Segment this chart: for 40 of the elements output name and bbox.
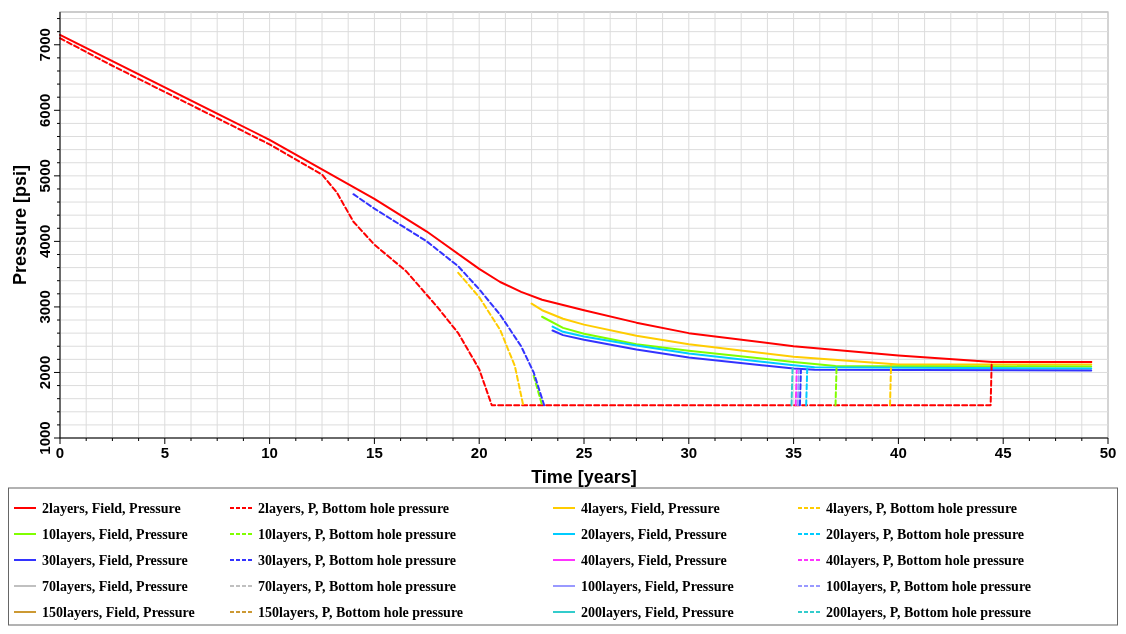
x-axis-title: Time [years] — [531, 467, 637, 487]
legend-label: 2layers, P, Bottom hole pressure — [258, 501, 450, 516]
legend-label: 100layers, Field, Pressure — [581, 579, 734, 594]
legend-label: 150layers, Field, Pressure — [42, 605, 195, 620]
legend-label: 10layers, Field, Pressure — [42, 527, 188, 542]
x-tick-label: 40 — [890, 444, 907, 461]
legend-label: 30layers, Field, Pressure — [42, 553, 188, 568]
x-tick-label: 25 — [575, 444, 593, 461]
x-tick-label: 10 — [261, 444, 278, 461]
y-tick-label: 3000 — [36, 290, 53, 324]
legend-label: 4layers, Field, Pressure — [581, 501, 720, 516]
legend-label: 20layers, P, Bottom hole pressure — [826, 527, 1025, 542]
legend-label: 10layers, P, Bottom hole pressure — [258, 527, 457, 542]
legend-label: 40layers, Field, Pressure — [581, 553, 727, 568]
y-tick-label: 5000 — [36, 159, 53, 193]
legend-label: 40layers, P, Bottom hole pressure — [826, 553, 1025, 568]
x-tick-label: 20 — [470, 444, 488, 461]
legend-label: 100layers, P, Bottom hole pressure — [826, 579, 1032, 594]
x-tick-label: 15 — [366, 444, 383, 461]
y-tick-label: 1000 — [36, 421, 53, 455]
legend-label: 200layers, P, Bottom hole pressure — [826, 605, 1032, 620]
x-tick-label: 35 — [785, 444, 802, 461]
legend-label: 70layers, P, Bottom hole pressure — [258, 579, 457, 594]
y-tick-label: 6000 — [36, 93, 53, 127]
x-tick-label: 5 — [160, 444, 169, 461]
legend-label: 200layers, Field, Pressure — [581, 605, 734, 620]
y-tick-label: 4000 — [36, 224, 53, 259]
y-tick-label: 2000 — [36, 355, 53, 390]
y-axis-title: Pressure [psi] — [10, 164, 30, 286]
legend-label: 20layers, Field, Pressure — [581, 527, 727, 542]
x-tick-label: 0 — [55, 444, 65, 461]
x-tick-label: 50 — [1099, 444, 1117, 461]
legend-label: 4layers, P, Bottom hole pressure — [826, 501, 1018, 516]
y-tick-label: 7000 — [36, 28, 53, 62]
legend-label: 30layers, P, Bottom hole pressure — [258, 553, 457, 568]
legend-label: 150layers, P, Bottom hole pressure — [258, 605, 464, 620]
x-tick-label: 30 — [680, 444, 698, 461]
legend-label: 2layers, Field, Pressure — [42, 501, 181, 516]
legend-label: 70layers, Field, Pressure — [42, 579, 188, 594]
x-tick-label: 45 — [994, 444, 1012, 461]
